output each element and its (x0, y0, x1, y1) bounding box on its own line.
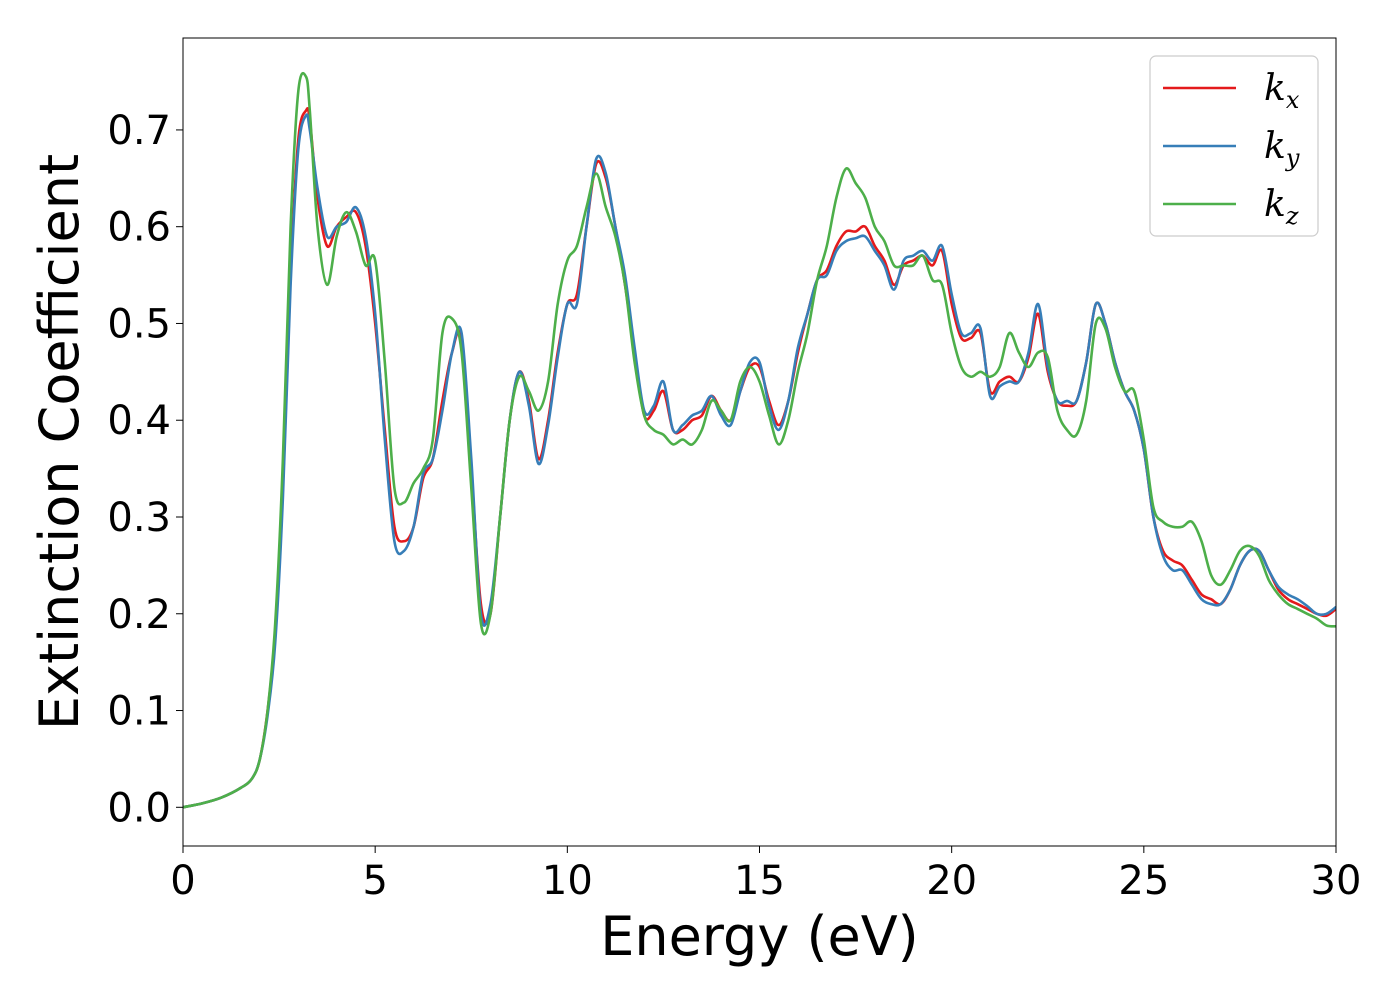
x-tick-label: 10 (542, 858, 593, 904)
y-tick-label: 0.1 (107, 689, 171, 735)
y-tick-label: 0.5 (107, 301, 171, 347)
x-tick-label: 5 (362, 858, 387, 904)
series-line-kz (183, 71, 1336, 809)
y-tick-label: 0.0 (107, 785, 171, 831)
x-tick-label: 25 (1118, 858, 1169, 904)
x-axis-title: Energy (eV) (600, 905, 919, 968)
y-tick-label: 0.4 (107, 398, 171, 444)
series-line-ky (183, 113, 1336, 809)
legend-label-kx: kx (1264, 68, 1300, 114)
legend: kx ky kz (1149, 55, 1319, 237)
y-tick-label: 0.2 (107, 592, 171, 638)
legend-label-ky: ky (1264, 126, 1300, 172)
x-tick-label: 30 (1311, 858, 1362, 904)
y-axis: 0.0 0.1 0.2 0.3 0.4 0.5 0.6 0.7 (107, 108, 183, 831)
y-tick-label: 0.3 (107, 495, 171, 541)
y-tick-label: 0.7 (107, 108, 171, 154)
y-axis-title: Extinction Coefficient (28, 154, 91, 730)
series-layer (183, 71, 1336, 809)
legend-label-kz: kz (1264, 184, 1299, 230)
y-tick-label: 0.6 (107, 205, 171, 251)
x-tick-label: 0 (170, 858, 195, 904)
x-tick-label: 20 (926, 858, 977, 904)
x-tick-label: 15 (734, 858, 785, 904)
x-axis: 0 5 10 15 20 25 30 (170, 846, 1361, 904)
